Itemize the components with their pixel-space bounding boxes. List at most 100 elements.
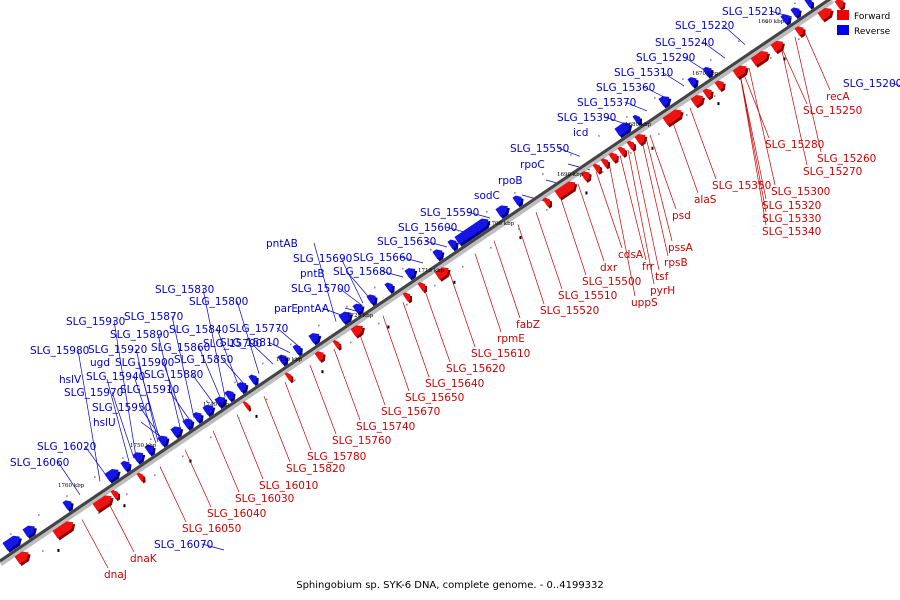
forward-gene-arrow [542, 197, 553, 209]
gene-label: cdsA [618, 249, 644, 261]
track-marker [290, 343, 292, 346]
gene-label: SLG_15900 [115, 357, 174, 369]
forward-gene-arrow [750, 51, 770, 68]
leader-line [106, 378, 130, 462]
leader-line [722, 24, 746, 45]
leader-line [400, 256, 424, 264]
reverse-gene-arrow [658, 96, 672, 109]
gene-label: SLG_15640 [425, 378, 484, 390]
leader-line [474, 253, 502, 333]
track-marker [738, 40, 740, 42]
kbp-tick-label: 1710 kbp [418, 268, 445, 274]
track-marker [519, 236, 522, 240]
kbp-tick-label: 1740 kbp [203, 402, 230, 408]
reverse-gene-arrow [338, 311, 353, 326]
leader-line [250, 342, 274, 365]
reverse-gene-arrow [780, 14, 792, 26]
leader-line [671, 119, 699, 194]
forward-gene-arrow [690, 95, 705, 109]
leader-line [689, 107, 717, 180]
track-marker [349, 341, 352, 344]
forward-gene-arrow [592, 163, 603, 175]
gene-label: recA [826, 91, 850, 103]
track-marker [321, 370, 324, 374]
track-markers [10, 2, 828, 552]
track-marker [657, 133, 660, 135]
reverse-gene-arrow [404, 268, 418, 281]
leader-line [201, 543, 225, 551]
track-marker [125, 493, 128, 495]
forward-gene-arrow [600, 158, 611, 170]
gene-label: SLG_15950 [92, 402, 151, 414]
leader-line [236, 414, 264, 480]
track-marker [153, 474, 156, 477]
reverse-gene-arrow [224, 390, 236, 403]
gene-label: sodC [474, 190, 500, 202]
legend-label-reverse: Reverse [854, 27, 891, 37]
gene-label: SLG_15220 [675, 20, 734, 32]
gene-label: SLG_15630 [377, 236, 436, 248]
gene-label: SLG_15880 [144, 369, 203, 381]
forward-gene-arrow [242, 401, 252, 412]
leader-line [340, 257, 364, 304]
gene-label: SLG_15780 [307, 451, 366, 463]
leader-line [739, 73, 767, 226]
leader-line [424, 240, 448, 248]
leader-line [191, 373, 215, 405]
track-marker [66, 495, 68, 497]
gene-label: SLG_15370 [577, 97, 636, 109]
gene-label: SLG_15970 [64, 387, 123, 399]
forward-gene-arrow [554, 181, 578, 201]
gene-label: SLG_16050 [182, 523, 241, 535]
track-marker [685, 114, 688, 116]
leader-line [236, 300, 260, 374]
gene-label: alaS [694, 194, 717, 206]
reverse-gene-arrow [182, 418, 195, 431]
track-marker [545, 209, 548, 211]
forward-gene-arrow [284, 372, 294, 384]
track-marker [387, 325, 390, 329]
reverse-gene-arrow [120, 460, 132, 473]
reverse-gene-arrow [62, 500, 74, 512]
forward-gene-arrow [817, 7, 834, 23]
reverse-gene-arrow [804, 0, 814, 10]
leader-line [448, 270, 476, 348]
reverse-gene-arrow [495, 205, 510, 219]
leader-line [595, 171, 623, 249]
gene-label: SLG_15870 [124, 311, 183, 323]
leader-line [81, 519, 109, 569]
track-marker [461, 265, 464, 268]
gene-label: SLG_16070 [154, 539, 213, 551]
gene-label: SLG_15800 [189, 296, 248, 308]
leader-line [267, 341, 291, 353]
leader-line [742, 71, 770, 139]
track-marker [41, 550, 44, 552]
leader-line [632, 146, 660, 271]
kbp-tick-label: 1700 kbp [488, 221, 515, 227]
gene-label: SLG_16010 [259, 480, 318, 492]
gene-label: SLG_15340 [762, 226, 821, 238]
gene-label: SLG_15360 [596, 82, 655, 94]
gene-label: SLG_16020 [37, 441, 96, 453]
genome-caption: Sphingobium sp. SYK-6 DNA, complete geno… [296, 580, 604, 591]
gene-label: SLG_15770 [229, 323, 288, 335]
leader-line [338, 287, 362, 305]
gene-label: pyrH [650, 285, 675, 297]
leader-line [641, 140, 669, 257]
gene-label: SLG_15310 [614, 67, 673, 79]
forward-gene-arrow [732, 65, 749, 80]
track-marker [654, 97, 656, 99]
leader-line [890, 82, 900, 86]
track-marker [629, 152, 632, 154]
track-marker [402, 267, 404, 270]
gene-label: SLG_15660 [353, 252, 412, 264]
gene-label: SLG_15920 [88, 344, 147, 356]
forward-gene-arrow [617, 146, 628, 158]
gene-label: SLG_15980 [30, 345, 89, 357]
gene-label: SLG_15240 [655, 37, 714, 49]
gene-label: SLG_15910 [120, 384, 179, 396]
track-marker [189, 459, 192, 463]
reverse-gene-arrow [157, 435, 170, 448]
track-marker [797, 38, 800, 41]
leader-line [535, 212, 563, 290]
